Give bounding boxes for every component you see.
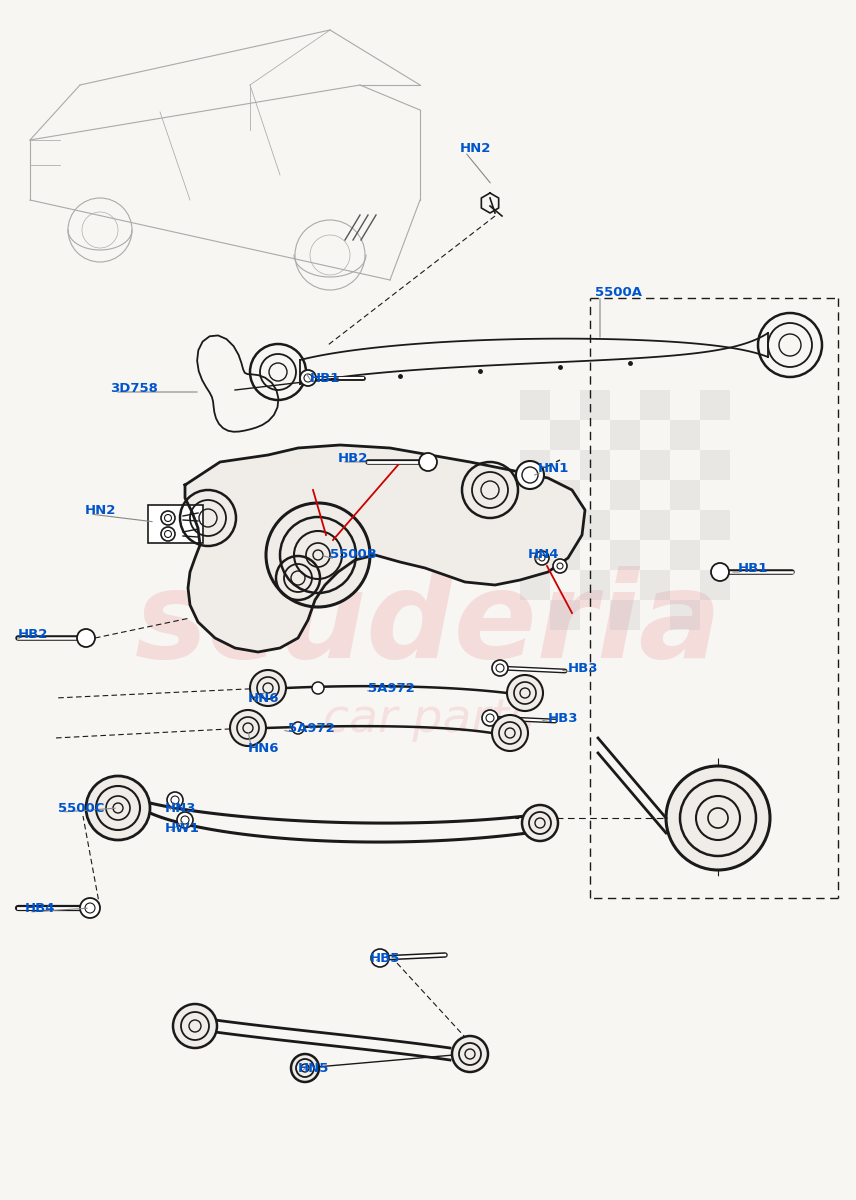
Bar <box>700 510 730 540</box>
Circle shape <box>86 776 150 840</box>
Bar <box>670 420 700 450</box>
Text: 5500A: 5500A <box>595 286 642 299</box>
Text: HB3: HB3 <box>568 661 598 674</box>
Bar <box>520 450 550 480</box>
Text: HN2: HN2 <box>460 142 491 155</box>
Bar <box>520 570 550 600</box>
Polygon shape <box>185 445 585 652</box>
Circle shape <box>77 629 95 647</box>
Text: 5500C: 5500C <box>58 802 104 815</box>
Circle shape <box>291 1054 319 1082</box>
Text: HN3: HN3 <box>165 802 197 815</box>
Circle shape <box>292 722 304 734</box>
Text: HB2: HB2 <box>18 629 49 642</box>
Bar <box>610 600 640 630</box>
Bar <box>520 390 550 420</box>
Circle shape <box>80 898 100 918</box>
Circle shape <box>553 559 567 572</box>
Circle shape <box>492 715 528 751</box>
Circle shape <box>507 674 543 710</box>
Text: car parts: car parts <box>323 697 533 743</box>
Text: 5A972: 5A972 <box>288 721 335 734</box>
Text: 3D758: 3D758 <box>110 382 158 395</box>
Circle shape <box>522 805 558 841</box>
Circle shape <box>300 370 316 386</box>
Circle shape <box>250 670 286 706</box>
Bar <box>670 540 700 570</box>
Circle shape <box>492 660 508 676</box>
Bar <box>610 420 640 450</box>
Circle shape <box>419 452 437 470</box>
Bar <box>640 570 670 600</box>
Text: HW1: HW1 <box>165 822 199 834</box>
Circle shape <box>173 1004 217 1048</box>
Bar <box>640 510 670 540</box>
Circle shape <box>161 527 175 541</box>
Bar <box>580 390 610 420</box>
Bar <box>610 480 640 510</box>
Bar <box>550 540 580 570</box>
Circle shape <box>516 461 544 490</box>
Text: 5A972: 5A972 <box>368 682 415 695</box>
Bar <box>580 510 610 540</box>
Text: HN4: HN4 <box>528 548 560 562</box>
Bar <box>550 420 580 450</box>
Text: HB1: HB1 <box>310 372 341 384</box>
Text: HN2: HN2 <box>85 504 116 516</box>
Circle shape <box>312 682 324 694</box>
Circle shape <box>482 710 498 726</box>
Bar <box>670 480 700 510</box>
Bar <box>550 600 580 630</box>
Bar <box>640 450 670 480</box>
Text: 5500B: 5500B <box>330 548 377 562</box>
Text: HN5: HN5 <box>298 1062 330 1074</box>
Bar <box>640 390 670 420</box>
Bar <box>148 505 203 542</box>
Bar <box>550 480 580 510</box>
Bar <box>700 390 730 420</box>
Circle shape <box>711 563 729 581</box>
Text: HN6: HN6 <box>248 691 280 704</box>
Circle shape <box>535 551 549 565</box>
Bar <box>580 570 610 600</box>
Circle shape <box>161 511 175 526</box>
Circle shape <box>371 949 389 967</box>
Bar <box>670 600 700 630</box>
Bar <box>580 450 610 480</box>
Bar <box>700 450 730 480</box>
Circle shape <box>452 1036 488 1072</box>
Text: scuderia: scuderia <box>134 565 722 683</box>
Text: HB1: HB1 <box>738 562 769 575</box>
Bar <box>610 540 640 570</box>
Text: HN1: HN1 <box>538 462 569 474</box>
Circle shape <box>266 503 370 607</box>
Circle shape <box>230 710 266 746</box>
Bar <box>700 570 730 600</box>
Text: HB5: HB5 <box>370 952 401 965</box>
Bar <box>520 510 550 540</box>
Text: HN6: HN6 <box>248 742 280 755</box>
Text: HB3: HB3 <box>548 712 579 725</box>
Circle shape <box>177 812 193 828</box>
Text: HB2: HB2 <box>338 451 368 464</box>
Circle shape <box>666 766 770 870</box>
Circle shape <box>167 792 183 808</box>
Text: HB4: HB4 <box>25 901 56 914</box>
